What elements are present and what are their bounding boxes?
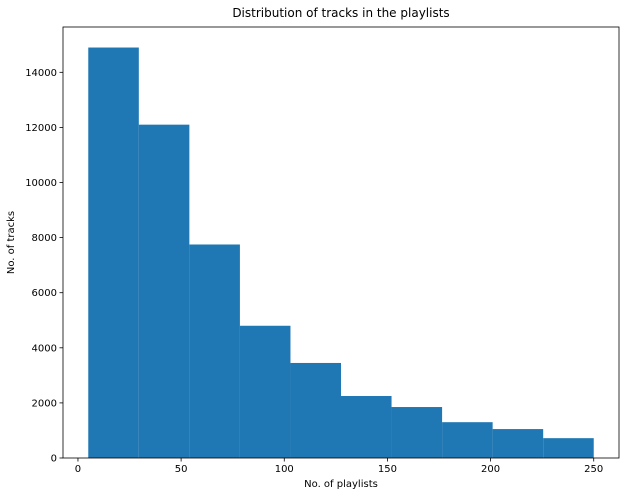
x-tick-label: 250: [584, 464, 603, 475]
y-tick-label: 2000: [32, 398, 57, 409]
y-axis-label: No. of tracks: [6, 211, 17, 274]
x-axis-label: No. of playlists: [304, 479, 378, 490]
histogram-bar-9: [492, 429, 544, 458]
x-tick-label: 100: [275, 464, 294, 475]
y-tick-label: 6000: [32, 288, 57, 299]
y-tick-label: 12000: [25, 123, 57, 134]
histogram-bar-3: [189, 244, 240, 458]
y-tick-label: 0: [51, 454, 57, 465]
chart-title: Distribution of tracks in the playlists: [232, 6, 449, 20]
y-tick-label: 14000: [25, 68, 57, 79]
x-tick-label: 150: [378, 464, 397, 475]
x-axis-ticks: 0 50 100 150 200 250: [75, 458, 603, 475]
x-tick-label: 200: [481, 464, 500, 475]
x-tick-label: 0: [75, 464, 81, 475]
histogram-bar-4: [239, 325, 291, 458]
histogram-bar-10: [543, 438, 594, 458]
y-tick-label: 4000: [32, 343, 57, 354]
x-tick-label: 50: [175, 464, 188, 475]
histogram-bar-6: [341, 396, 392, 458]
bars-group: [88, 47, 594, 459]
histogram-bar-8: [442, 422, 493, 458]
y-tick-label: 8000: [32, 233, 57, 244]
histogram-bar-2: [138, 124, 190, 458]
y-axis-ticks: 0 2000 4000 6000 8000 10000 12000 14000: [25, 68, 63, 465]
histogram-bar-1: [88, 47, 139, 459]
histogram-bar-5: [290, 362, 341, 458]
plot-frame: [62, 26, 620, 459]
histogram-bar-7: [391, 407, 443, 458]
y-tick-label: 10000: [25, 178, 57, 189]
